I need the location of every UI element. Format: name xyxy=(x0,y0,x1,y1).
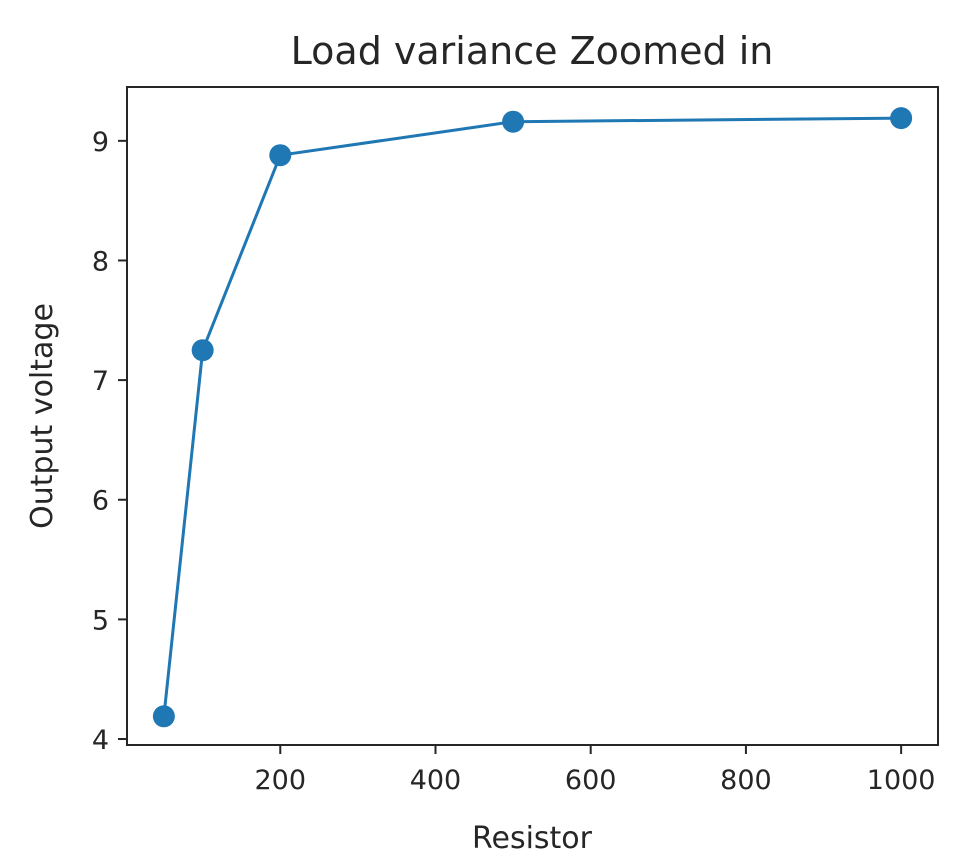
x-tick-label: 800 xyxy=(720,765,772,796)
x-axis: 200 400 600 800 1000 xyxy=(255,745,936,796)
x-axis-label: Resistor xyxy=(472,821,593,856)
y-tick-label: 7 xyxy=(92,366,109,397)
plot-frame xyxy=(126,86,939,746)
y-tick-label: 5 xyxy=(92,605,109,636)
y-tick-label: 9 xyxy=(92,127,109,158)
x-tick-label: 200 xyxy=(255,765,307,796)
data-point xyxy=(502,110,525,133)
series-line xyxy=(162,116,902,717)
y-axis: 4 5 6 7 8 9 xyxy=(92,127,127,756)
y-tick-label: 4 xyxy=(92,725,109,756)
y-axis-label: Output voltage xyxy=(25,303,60,529)
x-tick-label: 600 xyxy=(565,765,617,796)
data-point xyxy=(890,107,913,130)
data-point xyxy=(269,144,292,167)
data-point xyxy=(191,339,214,362)
chart-title: Load variance Zoomed in xyxy=(291,29,774,73)
y-tick-label: 6 xyxy=(92,486,109,517)
data-point xyxy=(152,705,175,728)
series-group xyxy=(152,107,913,728)
y-tick-label: 8 xyxy=(92,246,109,277)
x-tick-label: 1000 xyxy=(867,765,936,796)
x-tick-label: 400 xyxy=(410,765,462,796)
